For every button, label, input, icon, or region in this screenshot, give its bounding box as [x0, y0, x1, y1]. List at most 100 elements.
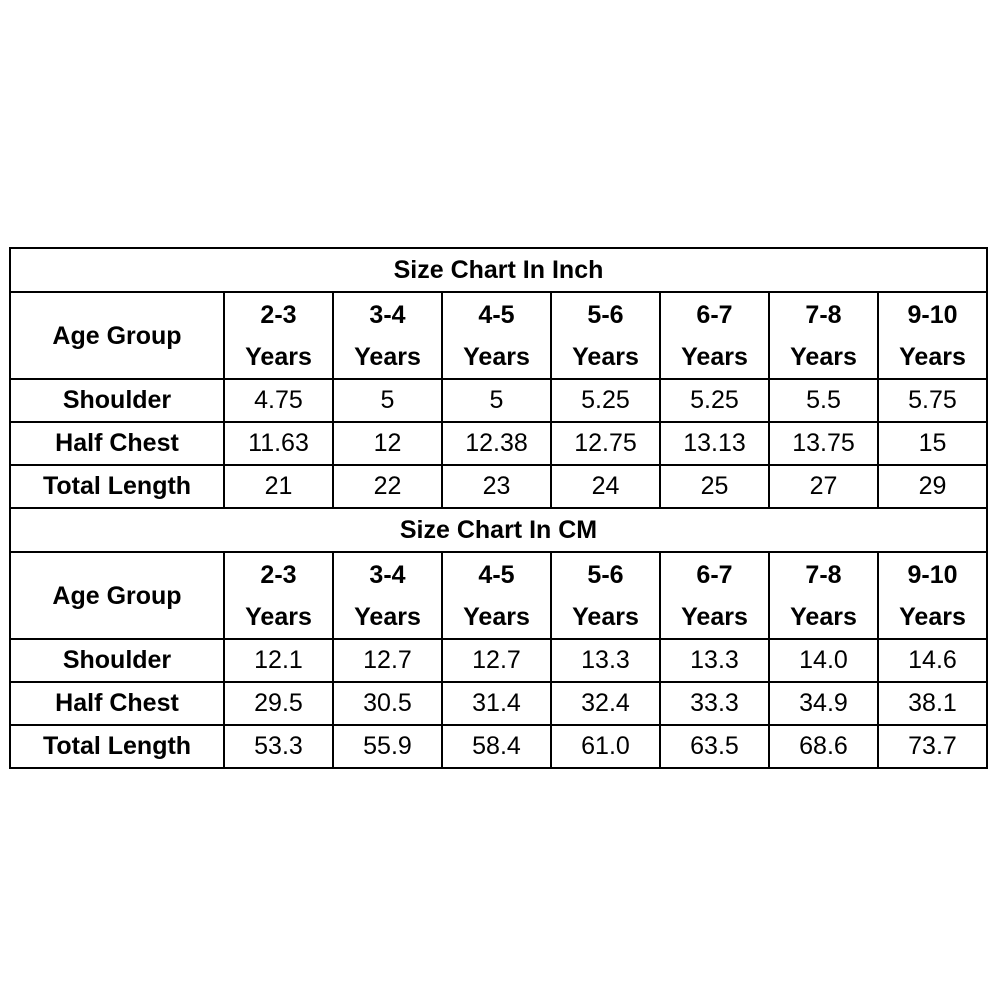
value-cell: 34.9 — [768, 681, 879, 726]
title-row: Size Chart In CM — [9, 507, 988, 553]
measure-row: Shoulder 12.1 12.7 12.7 13.3 13.3 14.0 14.6 — [9, 638, 988, 683]
value-cell: 13.75 — [768, 421, 879, 466]
value-cell: 61.0 — [550, 724, 661, 769]
age-column-header: 5-6 Years — [550, 291, 661, 380]
age-range: 7-8 — [805, 560, 842, 589]
age-range: 3-4 — [369, 560, 406, 589]
age-column-header: 6-7 Years — [659, 551, 770, 640]
value-cell: 38.1 — [877, 681, 988, 726]
value-cell: 12.1 — [223, 638, 334, 683]
value-cell: 14.6 — [877, 638, 988, 683]
age-unit: Years — [245, 602, 312, 631]
age-unit: Years — [899, 602, 966, 631]
age-unit: Years — [463, 342, 530, 371]
value-cell: 5 — [441, 378, 552, 423]
age-range: 4-5 — [478, 300, 515, 329]
value-cell: 5.25 — [550, 378, 661, 423]
value-cell: 4.75 — [223, 378, 334, 423]
value-cell: 11.63 — [223, 421, 334, 466]
age-range: 6-7 — [696, 560, 733, 589]
age-range: 5-6 — [587, 300, 624, 329]
value-cell: 5.5 — [768, 378, 879, 423]
title-row: Size Chart In Inch — [9, 247, 988, 293]
value-cell: 30.5 — [332, 681, 443, 726]
row-label: Shoulder — [9, 378, 225, 423]
age-range: 2-3 — [260, 300, 297, 329]
age-unit: Years — [572, 342, 639, 371]
section-title: Size Chart In Inch — [9, 247, 988, 293]
value-cell: 5 — [332, 378, 443, 423]
value-cell: 14.0 — [768, 638, 879, 683]
value-cell: 27 — [768, 464, 879, 509]
age-unit: Years — [681, 602, 748, 631]
measure-row: Total Length 53.3 55.9 58.4 61.0 63.5 68.6 73.7 — [9, 724, 988, 769]
age-range: 9-10 — [907, 560, 958, 589]
value-cell: 73.7 — [877, 724, 988, 769]
section-title: Size Chart In CM — [9, 507, 988, 553]
age-range: 3-4 — [369, 300, 406, 329]
value-cell: 12.7 — [441, 638, 552, 683]
age-column-header: 2-3 Years — [223, 551, 334, 640]
age-range: 6-7 — [696, 300, 733, 329]
value-cell: 21 — [223, 464, 334, 509]
age-column-header: 7-8 Years — [768, 551, 879, 640]
age-unit: Years — [463, 602, 530, 631]
value-cell: 22 — [332, 464, 443, 509]
value-cell: 32.4 — [550, 681, 661, 726]
age-range: 4-5 — [478, 560, 515, 589]
value-cell: 31.4 — [441, 681, 552, 726]
age-unit: Years — [572, 602, 639, 631]
value-cell: 63.5 — [659, 724, 770, 769]
age-range: 7-8 — [805, 300, 842, 329]
value-cell: 33.3 — [659, 681, 770, 726]
value-cell: 15 — [877, 421, 988, 466]
header-row: Age Group 2-3 Years 3-4 Years 4-5 Years 5-6 Year… — [9, 551, 988, 640]
age-range: 2-3 — [260, 560, 297, 589]
value-cell: 12.38 — [441, 421, 552, 466]
value-cell: 12.7 — [332, 638, 443, 683]
age-column-header: 9-10 Years — [877, 551, 988, 640]
measure-row: Total Length 21 22 23 24 25 27 29 — [9, 464, 988, 509]
value-cell: 5.25 — [659, 378, 770, 423]
age-unit: Years — [354, 342, 421, 371]
value-cell: 13.3 — [550, 638, 661, 683]
age-column-header: 3-4 Years — [332, 291, 443, 380]
age-unit: Years — [790, 602, 857, 631]
row-label: Shoulder — [9, 638, 225, 683]
header-label: Age Group — [9, 291, 225, 380]
measure-row: Half Chest 29.5 30.5 31.4 32.4 33.3 34.9 38.1 — [9, 681, 988, 726]
age-range: 9-10 — [907, 300, 958, 329]
value-cell: 25 — [659, 464, 770, 509]
age-unit: Years — [245, 342, 312, 371]
age-column-header: 5-6 Years — [550, 551, 661, 640]
value-cell: 24 — [550, 464, 661, 509]
age-unit: Years — [899, 342, 966, 371]
age-column-header: 3-4 Years — [332, 551, 443, 640]
header-label: Age Group — [9, 551, 225, 640]
age-column-header: 7-8 Years — [768, 291, 879, 380]
header-row: Age Group 2-3 Years 3-4 Years 4-5 Years 5-6 Year… — [9, 291, 988, 380]
age-unit: Years — [790, 342, 857, 371]
age-column-header: 2-3 Years — [223, 291, 334, 380]
age-unit: Years — [681, 342, 748, 371]
size-chart-table: Size Chart In Inch Age Group 2-3 Years 3-4 Ye… — [9, 247, 988, 769]
age-range: 5-6 — [587, 560, 624, 589]
value-cell: 12.75 — [550, 421, 661, 466]
value-cell: 53.3 — [223, 724, 334, 769]
value-cell: 58.4 — [441, 724, 552, 769]
age-column-header: 6-7 Years — [659, 291, 770, 380]
age-column-header: 4-5 Years — [441, 551, 552, 640]
age-unit: Years — [354, 602, 421, 631]
value-cell: 55.9 — [332, 724, 443, 769]
measure-row: Shoulder 4.75 5 5 5.25 5.25 5.5 5.75 — [9, 378, 988, 423]
value-cell: 68.6 — [768, 724, 879, 769]
row-label: Half Chest — [9, 681, 225, 726]
age-column-header: 4-5 Years — [441, 291, 552, 380]
age-column-header: 9-10 Years — [877, 291, 988, 380]
row-label: Total Length — [9, 464, 225, 509]
value-cell: 23 — [441, 464, 552, 509]
value-cell: 5.75 — [877, 378, 988, 423]
value-cell: 12 — [332, 421, 443, 466]
measure-row: Half Chest 11.63 12 12.38 12.75 13.13 13.75 15 — [9, 421, 988, 466]
